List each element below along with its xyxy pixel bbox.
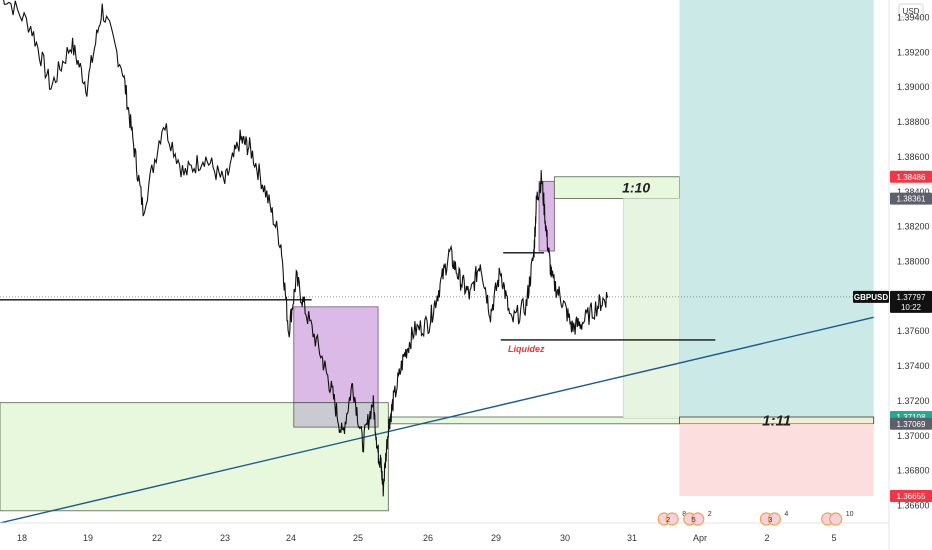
event-flags-2[interactable]: 52 <box>683 511 712 526</box>
rr-large-target <box>679 0 874 418</box>
price-axis[interactable]: USD 1.36600 1.36800 1.37000 1.37200 1.37400 1.… <box>888 0 932 550</box>
currency-box[interactable] <box>898 3 924 18</box>
rr-large-label: 1:11 <box>762 412 791 429</box>
trendline <box>0 316 874 524</box>
x-tick-label: 23 <box>220 533 230 543</box>
symbol-label: GBPUSD <box>854 293 888 302</box>
y-tick-label: 1.36600 <box>897 501 930 511</box>
labels-layer: 1:10 1:11 Liquidez <box>508 180 791 430</box>
price-badge-label: 1.37069 <box>897 420 926 429</box>
price-badge <box>890 417 932 430</box>
x-tick-label: 29 <box>491 533 501 543</box>
current-price-badge <box>890 290 932 313</box>
y-tick-label: 1.38600 <box>897 152 930 162</box>
event-count-inner: 5 <box>692 517 696 524</box>
x-tick-label: 25 <box>353 533 363 543</box>
price-axis-bg <box>889 0 932 550</box>
price-layer <box>3 0 609 497</box>
zones-layer <box>0 0 875 512</box>
event-flags-1[interactable]: 28 <box>657 511 686 526</box>
y-tick-label: 1.36800 <box>897 466 930 476</box>
event-count: 8 <box>682 511 686 518</box>
price-badge <box>890 170 932 183</box>
x-tick-label: Apr <box>693 533 707 543</box>
price-badge-label: 1.38361 <box>897 195 926 204</box>
event-count: 10 <box>846 511 854 518</box>
price-badge-label: 1.38486 <box>897 173 926 182</box>
y-tick-label: 1.38400 <box>897 187 930 197</box>
event-count: 2 <box>708 511 712 518</box>
rr-small-entry <box>622 198 680 419</box>
flag-icon <box>665 512 679 526</box>
currency-label: USD <box>903 7 920 16</box>
rr-large-stop <box>679 423 874 496</box>
flag-icon <box>691 512 705 526</box>
x-tick-label: 22 <box>152 533 162 543</box>
event-count-inner: 2 <box>666 517 670 524</box>
rr-small-label: 1:10 <box>622 180 650 196</box>
y-tick-label: 1.39400 <box>897 12 930 22</box>
y-tick-label: 1.39200 <box>897 47 930 57</box>
flag-icon <box>829 512 843 526</box>
y-tick-label: 1.37600 <box>897 326 930 336</box>
x-tick-label: 26 <box>423 533 433 543</box>
x-tick-label: 30 <box>560 533 570 543</box>
x-tick-label: 19 <box>83 533 93 543</box>
price-badge-label: 1.37108 <box>897 413 926 422</box>
lines-layer <box>0 252 889 524</box>
price-badge <box>890 489 932 502</box>
y-tick-label: 1.37200 <box>897 396 930 406</box>
y-tick-label: 1.38200 <box>897 222 930 232</box>
flag-icon <box>767 512 781 526</box>
event-flags-4[interactable]: 10 <box>821 511 854 526</box>
time-axis[interactable]: 18 19 22 23 24 25 26 29 30 31 Apr 2 5 <box>0 522 889 543</box>
price-series <box>3 0 609 497</box>
current-price-label: 1.37797 <box>897 293 926 302</box>
symbol-badge <box>853 290 889 303</box>
x-tick-label: 24 <box>286 533 296 543</box>
x-tick-label: 18 <box>17 533 27 543</box>
y-tick-label: 1.39000 <box>897 82 930 92</box>
event-count: 4 <box>784 511 788 518</box>
countdown-label: 10:22 <box>901 303 922 312</box>
y-tick-label: 1.38800 <box>897 117 930 127</box>
y-tick-label: 1.38000 <box>897 257 930 267</box>
liquidity-label: Liquidez <box>508 344 545 354</box>
price-badge-label: 1.36655 <box>897 492 926 501</box>
price-badge <box>890 192 932 205</box>
rr-small-target <box>553 176 680 199</box>
x-tick-label: 5 <box>831 533 836 543</box>
event-flags-3[interactable]: 34 <box>759 511 788 526</box>
y-tick-label: 1.37400 <box>897 361 930 371</box>
x-tick-label: 2 <box>764 533 769 543</box>
event-count-inner: 3 <box>768 517 772 524</box>
y-tick-label: 1.37000 <box>897 431 930 441</box>
x-tick-label: 31 <box>627 533 637 543</box>
